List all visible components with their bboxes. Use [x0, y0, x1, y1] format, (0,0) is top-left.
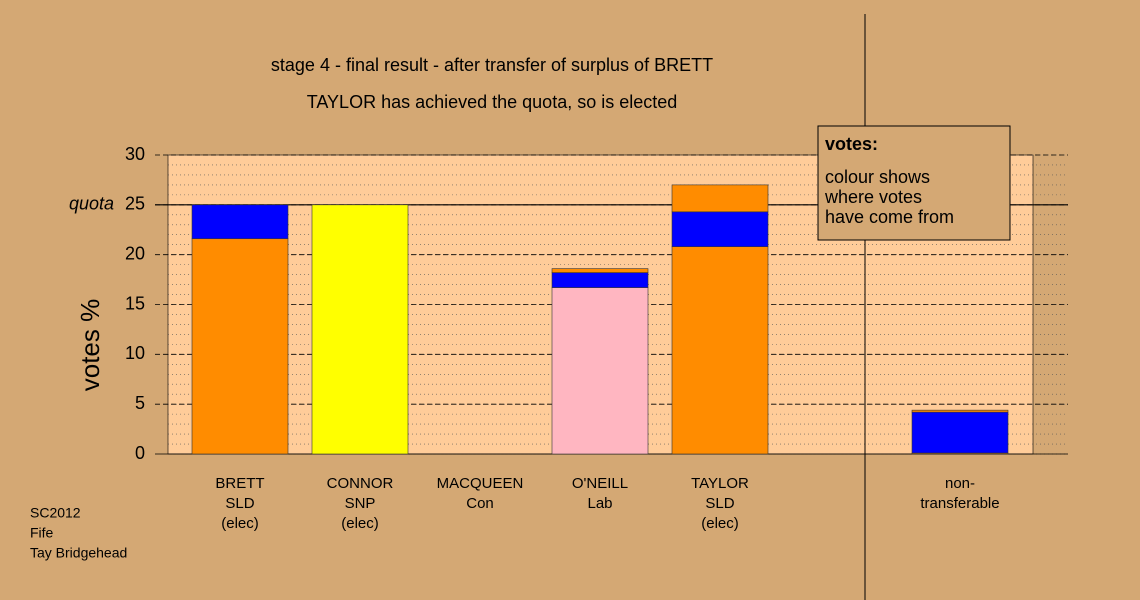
bar-segment	[911, 409, 1009, 413]
bar-segment	[911, 411, 1009, 454]
y-tick-label: 5	[135, 393, 145, 413]
bar-segment	[191, 238, 289, 455]
y-axis-label: votes %	[75, 299, 105, 392]
bar-segment	[671, 184, 769, 213]
note-title: votes:	[825, 134, 878, 154]
y-tick-label: 25	[125, 194, 145, 214]
x-tick-label: CONNOR	[327, 475, 394, 492]
x-tick-label: (elec)	[221, 515, 259, 532]
y-tick-label: 15	[125, 293, 145, 313]
x-tick-label: O'NEILL	[572, 475, 628, 492]
x-tick-label: BRETT	[215, 475, 264, 492]
bar-segment	[191, 204, 289, 240]
x-tick-label: Lab	[587, 495, 612, 512]
source-line: Tay Bridgehead	[30, 545, 127, 561]
note-line: have come from	[825, 207, 954, 227]
x-tick-label: SLD	[225, 495, 254, 512]
x-tick-label: non-	[945, 475, 975, 492]
bar-segment	[671, 246, 769, 455]
note-line: colour shows	[825, 167, 930, 187]
note-box	[817, 125, 1011, 241]
chart-subtitle: TAYLOR has achieved the quota, so is ele…	[307, 92, 678, 112]
x-tick-label: SLD	[705, 495, 734, 512]
bar-segment	[311, 204, 409, 455]
x-tick-label: MACQUEEN	[437, 475, 524, 492]
bar-segment	[551, 287, 649, 455]
note-line: where votes	[824, 187, 922, 207]
x-tick-label: SNP	[345, 495, 376, 512]
bar-segment	[551, 272, 649, 288]
y-tick-label: 0	[135, 443, 145, 463]
bar-segment	[671, 211, 769, 247]
x-tick-label: TAYLOR	[691, 475, 749, 492]
source-line: Fife	[30, 525, 54, 541]
chart-title: stage 4 - final result - after transfer …	[271, 55, 713, 75]
bar-segment	[551, 268, 649, 273]
x-tick-label: (elec)	[701, 515, 739, 532]
source-line: SC2012	[30, 505, 81, 521]
y-tick-label: 20	[125, 243, 145, 263]
x-tick-label: (elec)	[341, 515, 379, 532]
x-tick-label: Con	[466, 495, 494, 512]
y-tick-label: 10	[125, 343, 145, 363]
quota-label: quota	[69, 194, 114, 214]
y-tick-label: 30	[125, 144, 145, 164]
x-tick-label: transferable	[920, 495, 999, 512]
